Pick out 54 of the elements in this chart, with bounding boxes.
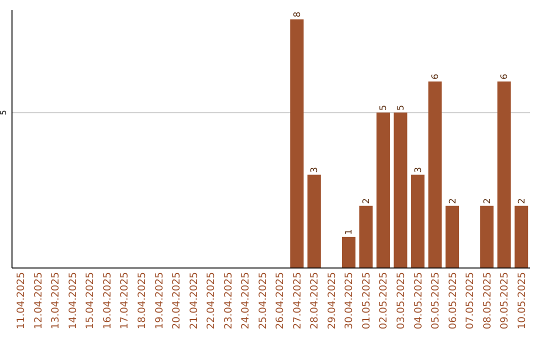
data-label: 5 [396,104,406,111]
x-tick-label: 16.04.2025 [102,272,114,330]
x-tick-label: 26.04.2025 [275,272,286,330]
x-tick-label: 14.04.2025 [68,272,79,330]
data-label: 3 [310,167,320,173]
data-label: 2 [482,198,493,204]
x-tick-label: 24.04.2025 [240,272,252,330]
x-tick-label: 05.05.2025 [430,272,442,330]
x-tick-label: 11.04.2025 [16,272,28,330]
x-tick-label: 28.04.2025 [310,272,321,330]
x-tick-label: 01.05.2025 [361,272,372,330]
x-tick-label: 12.04.2025 [33,272,44,330]
x-tick-label: 25.04.2025 [258,272,269,330]
x-tick-label: 22.04.2025 [206,272,218,330]
data-label: 2 [517,198,528,204]
data-label: 6 [500,73,510,80]
x-tick-label: 17.04.2025 [120,272,131,330]
data-label: 5 [379,104,390,111]
x-tick-label: 10.05.2025 [516,272,528,330]
bar [446,206,460,268]
data-label: 2 [362,198,372,204]
data-label: 8 [292,11,303,18]
x-tick-label: 23.04.2025 [223,272,234,330]
x-tick-label: 06.05.2025 [448,272,459,330]
data-label: 6 [431,73,442,80]
bar [514,206,528,268]
x-tick-label: 09.05.2025 [500,272,511,330]
x-tick-label: 20.04.2025 [172,272,183,330]
x-tick-label: 19.04.2025 [154,272,166,330]
x-tick-label: 21.04.2025 [188,272,200,330]
x-tick-label: 07.05.2025 [465,272,476,330]
x-tick-label: 27.04.2025 [292,272,304,330]
bar [428,81,442,268]
bar [290,19,304,268]
bar [376,112,390,268]
x-tick-label: 02.05.2025 [378,272,390,330]
data-label: 3 [414,167,424,173]
x-tick-label: 04.05.2025 [413,272,424,330]
x-tick-label: 03.05.2025 [396,272,407,330]
bar [359,206,373,268]
x-tick-label: 29.04.2025 [326,272,338,330]
bar [480,206,494,268]
x-tick-label: 08.05.2025 [482,272,494,330]
bar [411,174,424,268]
bar [394,112,408,268]
data-label: 2 [448,198,458,204]
data-label: 1 [344,229,355,235]
x-tick-label: 13.04.2025 [50,272,62,330]
bar [307,174,321,268]
x-tick-label: 15.04.2025 [85,272,96,330]
bar [342,236,356,268]
x-tick-label: 18.04.2025 [137,272,148,330]
x-tick-label: 30.04.2025 [344,272,356,330]
bar [497,81,511,268]
